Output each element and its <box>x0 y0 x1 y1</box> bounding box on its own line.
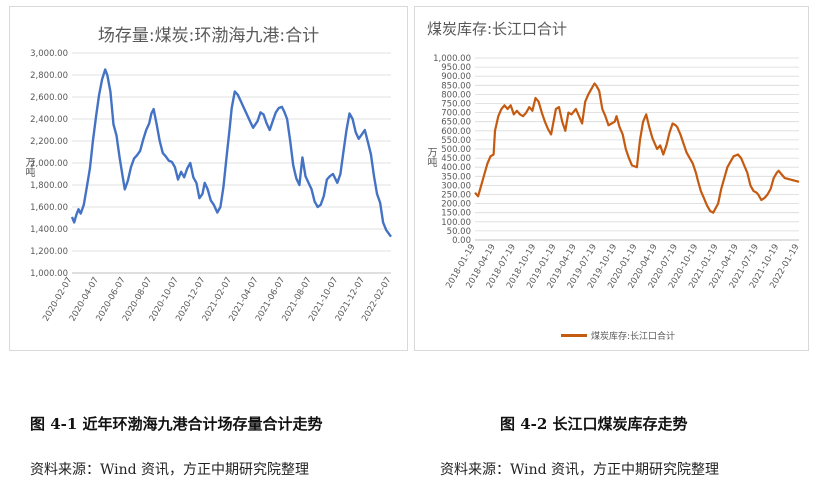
y-tick-label: 100.00 <box>441 218 471 228</box>
left-source-note: 资料来源：Wind 资讯，方正中期研究院整理 <box>30 462 310 478</box>
chart-right-ylabel: 万吨 <box>425 147 436 167</box>
y-tick-label: 250.00 <box>441 191 471 201</box>
y-tick-label: 500.00 <box>441 145 471 155</box>
chart-right-panel: 煤炭库存:长江口合计 万吨 0.00 50.00 100.00 150.00 200.0… <box>414 6 809 351</box>
left-figure-caption: 图 4-1 近年环渤海九港合计场存量合计走势 <box>30 415 323 433</box>
y-tick-label: 1,800.00 <box>30 181 68 191</box>
y-tick-label: 2,200.00 <box>30 137 68 147</box>
y-tick-label: 1,200.00 <box>30 247 68 257</box>
chart-right-legend: 煤炭库存:长江口合计 <box>561 329 675 342</box>
chart-left-title: 场存量:煤炭:环渤海九港:合计 <box>97 26 320 46</box>
y-tick-label: 200.00 <box>441 200 471 210</box>
legend-swatch <box>561 334 587 337</box>
y-tick-label: 1,000.00 <box>433 54 471 64</box>
y-tick-label: 1,400.00 <box>30 225 68 235</box>
y-tick-label: 700.00 <box>441 109 471 119</box>
y-tick-label: 400.00 <box>441 163 471 173</box>
chart-left-ylabel: 万吨 <box>23 157 34 177</box>
y-tick-label: 450.00 <box>441 154 471 164</box>
chart-left-panel: 场存量:煤炭:环渤海九港:合计 万吨 1,000.00 1,200.00 1,400… <box>9 6 408 351</box>
y-tick-label: 0.00 <box>452 236 471 246</box>
chart-left-plot: 1,000.00 1,200.00 1,400.00 1,600.00 1,800.00… <box>30 49 393 323</box>
y-tick-label: 800.00 <box>441 90 471 100</box>
right-source-note: 资料来源：Wind 资讯，方正中期研究院整理 <box>440 462 720 478</box>
y-tick-label: 350.00 <box>441 172 471 182</box>
y-tick-label: 550.00 <box>441 136 471 146</box>
y-tick-label: 2,000.00 <box>30 159 68 169</box>
y-tick-label: 950.00 <box>441 63 471 73</box>
y-tick-label: 1,000.00 <box>30 269 68 279</box>
y-tick-label: 150.00 <box>441 209 471 219</box>
y-tick-label: 1,600.00 <box>30 203 68 213</box>
y-tick-label: 650.00 <box>441 118 471 128</box>
legend-label: 煤炭库存:长江口合计 <box>591 332 676 342</box>
y-tick-label: 2,400.00 <box>30 115 68 125</box>
chart-right-plot: 0.0050.00100.00150.00200.00250.00300.003… <box>433 54 801 290</box>
y-tick-label: 3,000.00 <box>30 49 68 59</box>
series-line <box>70 68 392 238</box>
y-tick-label: 50.00 <box>447 227 471 237</box>
series-line <box>474 82 800 214</box>
y-tick-label: 750.00 <box>441 100 471 110</box>
y-tick-label: 600.00 <box>441 127 471 137</box>
y-tick-label: 900.00 <box>441 72 471 82</box>
y-tick-label: 850.00 <box>441 81 471 91</box>
y-tick-label: 2,600.00 <box>30 93 68 103</box>
y-tick-label: 2,800.00 <box>30 71 68 81</box>
right-figure-caption: 图 4-2 长江口煤炭库存走势 <box>500 415 688 433</box>
y-tick-label: 300.00 <box>441 181 471 191</box>
chart-right-title: 煤炭库存:长江口合计 <box>427 20 568 38</box>
